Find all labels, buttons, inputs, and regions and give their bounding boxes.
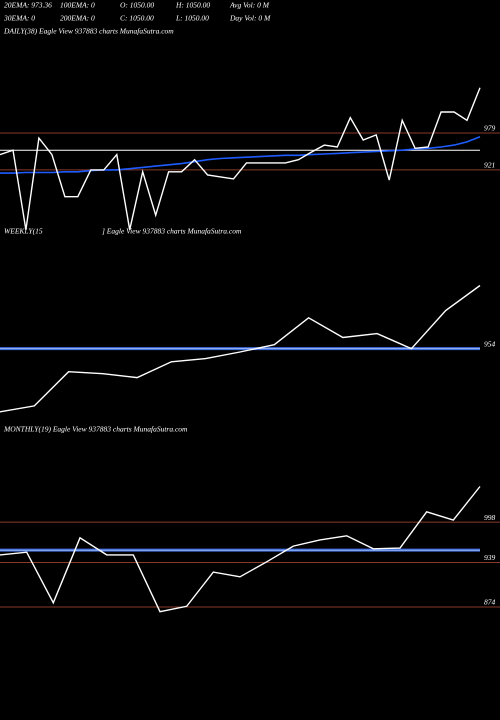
y-tick-label: 998: [484, 513, 496, 522]
price-line: [0, 284, 481, 413]
header-stat: 30EMA: 0: [3, 14, 35, 23]
price-line: [0, 87, 481, 230]
price-line: [0, 486, 481, 613]
header-stat: O: 1050.00: [120, 1, 154, 10]
panel-title: ] Eagle View 937883 charts MunafaSutra.c…: [101, 227, 242, 236]
header-stat: 200EMA: 0: [60, 14, 95, 23]
panel-title: MONTHLY(19) Eagle View 937883 charts Mun…: [3, 425, 188, 434]
header-stat: C: 1050.00: [120, 14, 154, 23]
y-tick-label: 979: [484, 124, 496, 133]
y-tick-label: 954: [484, 339, 496, 348]
panel-title: DAILY(38) Eagle View 937883 charts Munaf…: [3, 27, 174, 36]
header-stat: 100EMA: 0: [60, 1, 95, 10]
y-tick-label: 874: [484, 598, 496, 607]
y-tick-label: 921: [484, 161, 495, 170]
header-stat: Avg Vol: 0 M: [229, 1, 270, 10]
header-stat: 20EMA: 973.36: [4, 1, 52, 10]
header-stat: H: 1050.00: [175, 1, 210, 10]
header-stat: Day Vol: 0 M: [229, 14, 271, 23]
panel-title: WEEKLY(15: [4, 227, 43, 236]
header-stat: L: 1050.00: [175, 14, 209, 23]
y-tick-label: 939: [484, 553, 496, 562]
price-line: [0, 136, 481, 174]
